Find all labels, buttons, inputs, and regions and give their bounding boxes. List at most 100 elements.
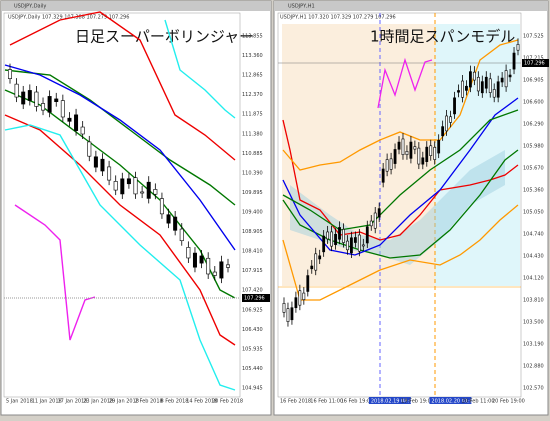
y-tick-label: 110.885 — [242, 151, 263, 157]
candle-body — [60, 100, 65, 118]
chart-info: USDJPY,Daily 107.329 107.388 107.279 107… — [8, 15, 129, 21]
x-tick-label: 19 Feb 19:00 — [401, 399, 434, 405]
candle-body — [310, 265, 314, 270]
candle-body — [377, 208, 381, 218]
price-tag — [242, 294, 270, 302]
candle-body — [298, 290, 302, 306]
price-tag — [522, 59, 549, 67]
y-tick-label: 109.895 — [242, 190, 263, 196]
y-tick-label: 105.440 — [242, 366, 263, 372]
candle-body — [282, 303, 286, 313]
candle-body — [413, 146, 417, 150]
candle-body — [318, 255, 322, 260]
candle-body — [353, 237, 357, 243]
x-tick-label: 2018.02.19 08:00 — [371, 399, 416, 405]
x-tick-label: 11 Jan 2018 — [32, 399, 62, 405]
bands — [4, 11, 236, 391]
candle-body — [488, 78, 492, 93]
y-tick-label: 112.865 — [242, 73, 263, 79]
y-tick-label: 107.215 — [523, 56, 544, 62]
candle-body — [107, 166, 112, 181]
right-titlebar[interactable] — [274, 1, 548, 11]
candle-body — [449, 116, 452, 123]
price-tag-text: 107.296 — [524, 61, 545, 67]
x-tick-label: 20 Feb 11:00 — [462, 399, 495, 405]
y-tick-label: 112.370 — [242, 92, 263, 98]
candle-body — [397, 141, 401, 150]
y-tick-label: 103.810 — [523, 298, 544, 304]
y-tick-label: 106.600 — [523, 100, 544, 106]
x-tick-label: 8 Feb 2018 — [161, 399, 189, 405]
y-tick-label: 106.430 — [242, 327, 263, 333]
y-tick-label: 113.855 — [242, 34, 263, 40]
band — [282, 109, 519, 231]
candle-body — [140, 191, 145, 194]
y-tick-label: 107.420 — [242, 288, 263, 294]
y-tick-label: 104.120 — [523, 276, 544, 282]
candle-body — [369, 220, 373, 227]
candle-body — [417, 147, 421, 165]
x-tick-label: 2 Feb 2018 — [135, 399, 163, 405]
candle-body — [100, 158, 105, 172]
y-tick-label: 105.360 — [523, 188, 544, 194]
candle-body — [166, 214, 171, 224]
y-tick-label: 108.905 — [242, 229, 263, 235]
chart-heading: 1時間足スパンモデル — [370, 28, 515, 46]
candle-body — [365, 226, 369, 244]
window-title: USDJPY,H1 — [288, 4, 315, 10]
x-tick-label: 16 Feb 19:00 — [341, 399, 374, 405]
x-tick-label: 23 Jan 2018 — [83, 399, 113, 405]
y-tick-label: 107.915 — [242, 268, 263, 274]
candle-body — [409, 141, 413, 159]
candle-body — [219, 261, 224, 279]
x-tick-label: 16 Feb 2018 — [280, 399, 311, 405]
candle-body — [476, 76, 480, 92]
candle-body — [314, 253, 318, 271]
band — [282, 97, 519, 256]
x-tick-label: 16 Feb 11:00 — [310, 399, 343, 405]
y-tick-label: 105.980 — [523, 144, 544, 150]
candle-body — [433, 147, 437, 160]
band — [9, 11, 236, 161]
x-tick-label: 2018.02.20 01:00 — [431, 399, 476, 405]
y-tick-label: 109.400 — [242, 210, 263, 216]
candle-body — [334, 233, 337, 245]
y-tick-label: 105.050 — [523, 210, 544, 216]
band — [4, 89, 236, 299]
candle-body — [302, 292, 306, 300]
candle-body — [159, 198, 164, 215]
candle-body — [113, 181, 118, 191]
left-titlebar[interactable] — [1, 1, 271, 11]
y-tick-label: 110.390 — [242, 170, 263, 176]
candle-body — [385, 159, 389, 172]
candle-body — [226, 264, 231, 268]
x-tick-label: 20 Feb 2018 — [212, 399, 243, 405]
candle-body — [401, 138, 405, 155]
x-tick-label: 29 Jan 2018 — [109, 399, 139, 405]
y-tick-label: 102.570 — [523, 386, 544, 392]
y-tick-label: 107.525 — [523, 34, 544, 40]
candle-body — [326, 231, 330, 240]
y-tick-label: 104.740 — [523, 232, 544, 238]
candle-body — [186, 247, 191, 259]
candle-body — [146, 181, 151, 199]
candle-body — [512, 52, 516, 70]
candle-body — [484, 76, 488, 89]
candle-body — [453, 97, 456, 115]
candle-body — [457, 90, 460, 93]
candle-body — [34, 91, 39, 107]
band — [4, 69, 236, 206]
y-tick-label: 106.905 — [523, 78, 544, 84]
x-tick-label: 20 Feb 19:00 — [492, 399, 525, 405]
x-tick-label: 14 Feb 2018 — [186, 399, 217, 405]
candle-body — [153, 189, 158, 195]
y-tick-label: 103.500 — [523, 320, 544, 326]
candle-body — [405, 151, 409, 156]
y-tick-label: 104.945 — [242, 386, 263, 392]
y-axis: 107.525 107.215 106.905 106.600 106.290 105.9… — [523, 34, 544, 392]
y-tick-label: 104.430 — [523, 254, 544, 260]
candle-body — [346, 240, 349, 251]
candle-body — [54, 98, 59, 102]
